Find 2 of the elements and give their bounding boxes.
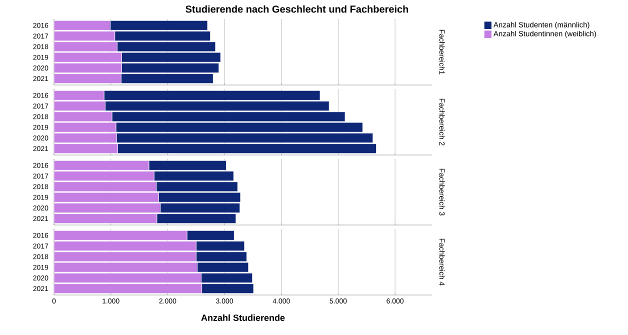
- chart-title: Studierende nach Geschlecht und Fachbereich: [186, 5, 408, 13]
- x-axis-title: Anzahl Studierende: [201, 314, 285, 321]
